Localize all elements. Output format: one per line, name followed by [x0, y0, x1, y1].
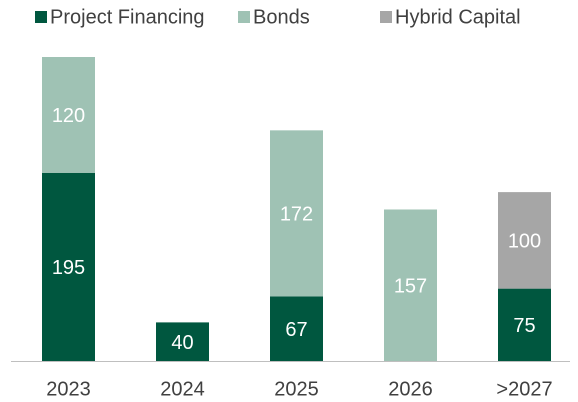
bar-segment [42, 57, 95, 173]
legend-swatch [380, 11, 392, 23]
bar-segment [498, 192, 551, 289]
legend-swatch [238, 11, 250, 23]
bar-segment [156, 322, 209, 361]
legend-label: Project Financing [50, 6, 205, 28]
legend-label: Hybrid Capital [395, 6, 521, 28]
legend-label: Bonds [253, 6, 310, 28]
x-tick-label: 2025 [274, 378, 319, 400]
bar-segment [270, 296, 323, 361]
data-label: 172 [280, 204, 313, 226]
data-label: 40 [171, 332, 193, 354]
bar-segment [42, 172, 95, 361]
data-label: 120 [52, 105, 85, 127]
data-label: 67 [285, 319, 307, 341]
x-tick-label: 2023 [46, 378, 91, 400]
bar-segment [384, 209, 437, 361]
data-label: 100 [508, 231, 541, 253]
data-label: 157 [394, 276, 427, 298]
data-label: 195 [52, 257, 85, 279]
data-label: 75 [513, 315, 535, 337]
legend-swatch [35, 11, 47, 23]
bar-segment [498, 288, 551, 361]
bar-segment [270, 130, 323, 297]
x-tick-label: 2026 [388, 378, 433, 400]
x-tick-label: 2024 [160, 378, 205, 400]
x-tick-label: >2027 [496, 378, 552, 400]
